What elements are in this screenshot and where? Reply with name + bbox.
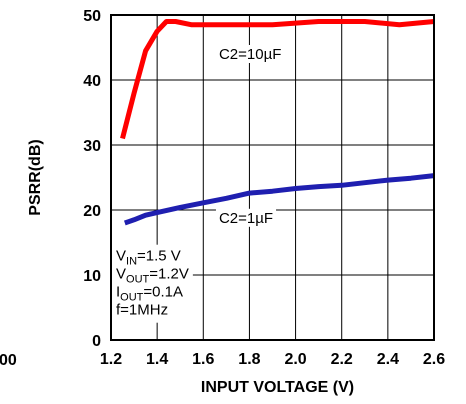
series-line-0: [120, 19, 435, 140]
y-tick-label: 20: [83, 203, 101, 220]
x-tick-label: 1.8: [238, 351, 260, 368]
series-label-bg-10uf: [215, 45, 285, 63]
left-edge-label: 00: [0, 352, 17, 369]
y-tick-label: 10: [83, 268, 101, 285]
x-tick-label: 1.2: [100, 351, 122, 368]
x-tick-label: 1.6: [192, 351, 214, 368]
condition-line: IOUT=0.1A: [116, 284, 183, 304]
x-tick-labels: 1.2 1.4 1.6 1.8 2.0 2.2 2.4 2.6: [100, 351, 445, 368]
series-label-10uf: C2=10µF: [219, 46, 281, 63]
series-line-1: [123, 173, 435, 226]
x-tick-label: 2.2: [331, 351, 353, 368]
y-tick-label: 30: [83, 138, 101, 155]
x-tick-label: 2.0: [284, 351, 306, 368]
condition-line: VIN=1.5 V: [116, 248, 181, 268]
condition-line: VOUT=1.2V: [116, 266, 189, 286]
plot-frame: [110, 14, 435, 341]
x-tick-label: 1.4: [146, 351, 168, 368]
condition-line: f=1MHz: [116, 302, 168, 319]
x-tick-label: 2.6: [423, 351, 445, 368]
y-axis-title: PSRR(dB): [27, 139, 44, 215]
series-label-bg-1uf: [215, 208, 277, 227]
conditions-box: [112, 244, 193, 323]
y-tick-label: 50: [83, 8, 101, 25]
x-axis-title: INPUT VOLTAGE (V): [201, 379, 354, 396]
x-tick-label: 2.4: [377, 351, 399, 368]
series-layer: [120, 19, 435, 226]
y-tick-label: 40: [83, 73, 101, 90]
y-tick-label: 0: [92, 333, 101, 350]
series-label-1uf: C2=1µF: [219, 210, 273, 227]
y-tick-labels: 0 10 20 30 40 50: [83, 8, 101, 350]
